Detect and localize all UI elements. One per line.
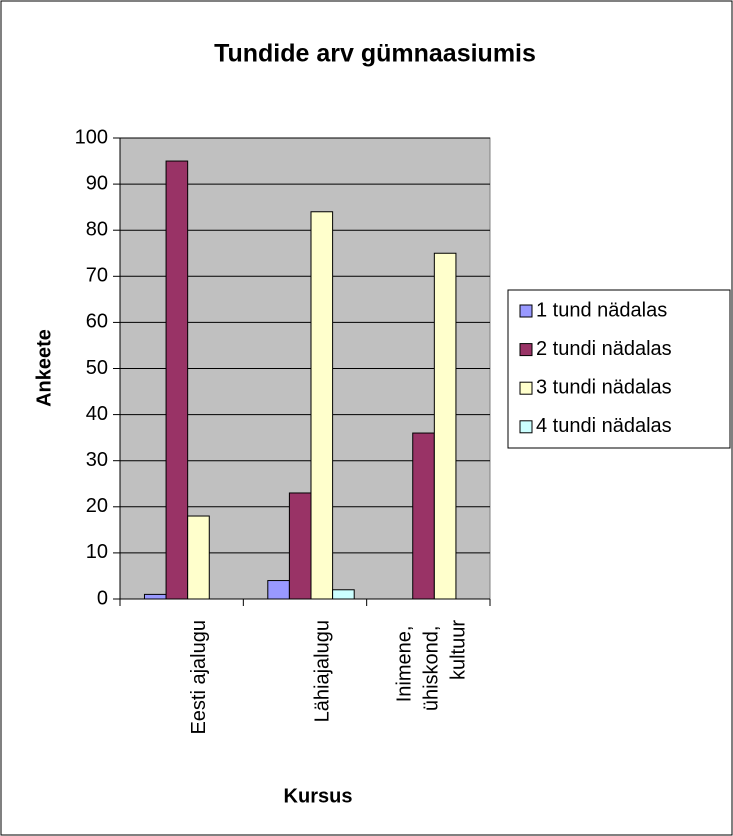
bar xyxy=(433,252,457,600)
y-axis-label: Ankeete xyxy=(33,329,55,407)
y-tick-label: 20 xyxy=(86,495,108,517)
y-tick-label: 10 xyxy=(86,541,108,563)
x-tick-label: Lähiajalugu xyxy=(311,620,333,722)
legend-swatch xyxy=(519,343,533,357)
y-tick-label: 60 xyxy=(86,311,108,333)
y-tick-label: 50 xyxy=(86,357,108,379)
bar xyxy=(143,593,167,600)
bar xyxy=(267,580,290,600)
legend-swatch xyxy=(519,381,533,395)
bar xyxy=(310,211,334,600)
bar xyxy=(332,589,355,600)
legend-swatch xyxy=(519,420,533,434)
y-tick-label: 80 xyxy=(86,218,108,240)
legend-label: 4 tundi nädalas xyxy=(536,415,672,437)
x-tick-label: Inimene, ühiskond, kultuur xyxy=(394,620,470,712)
legend-label: 3 tundi nädalas xyxy=(536,376,672,398)
y-tick-label: 100 xyxy=(75,126,108,148)
y-tick-label: 30 xyxy=(86,449,108,471)
x-tick-label: Eesti ajalugu xyxy=(188,620,210,735)
bar xyxy=(187,515,210,600)
bar xyxy=(165,160,189,600)
bar xyxy=(288,492,312,600)
y-tick-label: 0 xyxy=(97,587,108,609)
bar xyxy=(412,432,435,600)
y-tick-label: 40 xyxy=(86,403,108,425)
legend-box xyxy=(507,289,731,449)
y-tick-label: 90 xyxy=(86,172,108,194)
legend-swatch xyxy=(519,304,533,318)
chart-title: Tundide arv gümnaasiumis xyxy=(214,40,536,68)
legend-label: 2 tundi nädalas xyxy=(536,338,672,360)
x-axis-label: Kursus xyxy=(284,785,353,807)
y-tick-label: 70 xyxy=(86,265,108,287)
legend-label: 1 tund nädalas xyxy=(536,299,667,321)
